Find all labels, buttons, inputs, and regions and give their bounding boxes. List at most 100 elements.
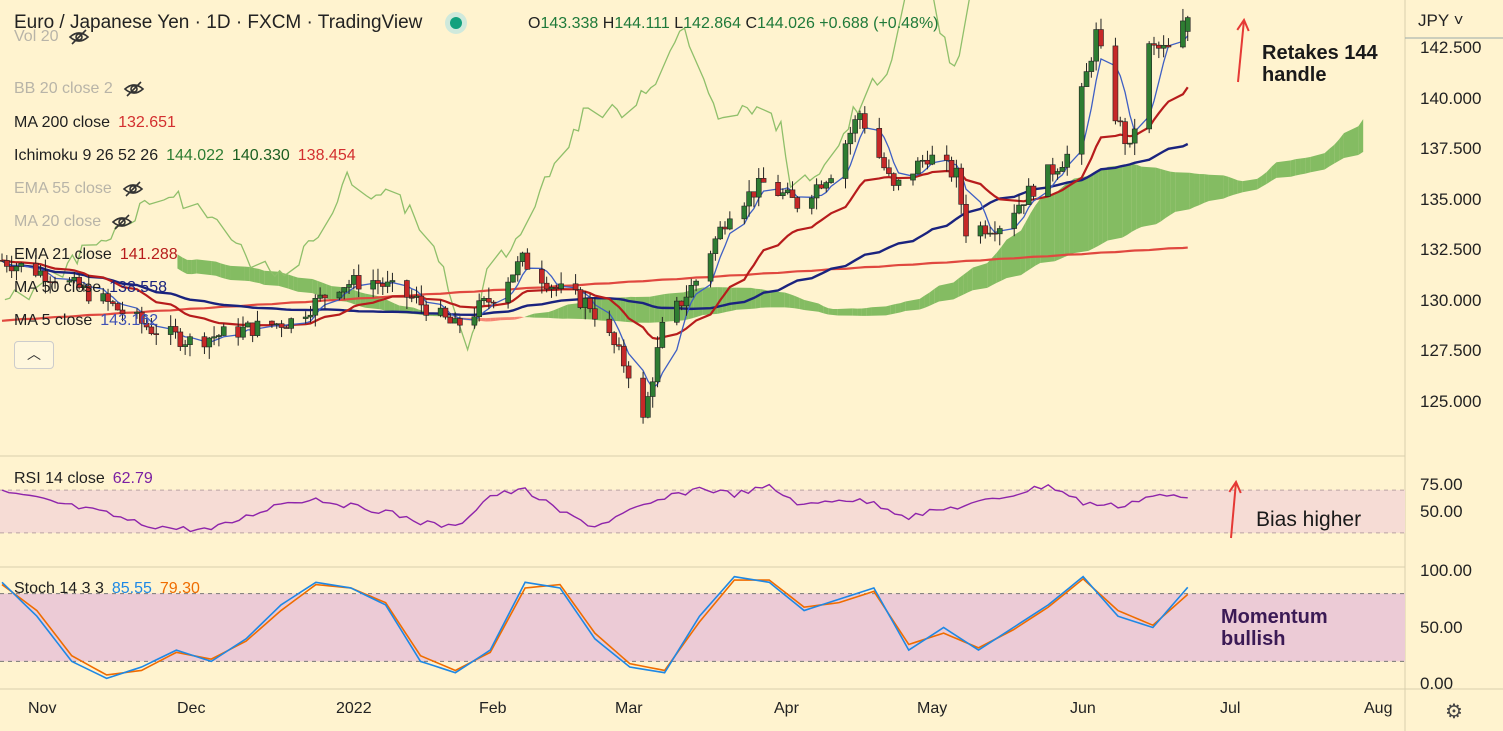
- legend-ema-55-close[interactable]: EMA 55 close: [14, 180, 144, 198]
- x-tick-label: Dec: [177, 700, 206, 717]
- stoch-tick-label: 50.00: [1420, 617, 1463, 637]
- candle-body: [375, 280, 381, 284]
- ichimoku-cloud-segment: [1261, 171, 1267, 187]
- hidden-eye-icon[interactable]: [123, 81, 145, 97]
- candle-body: [471, 316, 478, 326]
- candle-body: [1054, 171, 1061, 175]
- x-tick-label: Mar: [615, 700, 643, 717]
- candle-body: [307, 314, 314, 318]
- legend-ma-50-close[interactable]: MA 50 close 138.558: [14, 279, 167, 296]
- ichimoku-cloud-segment: [818, 303, 824, 314]
- candle-body: [1160, 45, 1167, 49]
- ichimoku-cloud-segment: [900, 301, 906, 313]
- legend-ma-20-close[interactable]: MA 20 close: [14, 213, 133, 231]
- candle-body: [177, 331, 184, 347]
- candle-body: [278, 323, 285, 328]
- ichimoku-cloud-segment: [1131, 163, 1137, 232]
- arrow-up-icon: [1228, 479, 1242, 494]
- legend-ma-200-close[interactable]: MA 200 close 132.651: [14, 114, 176, 131]
- rsi-legend: RSI 14 close 62.79: [14, 470, 153, 487]
- candle-body: [66, 280, 73, 283]
- x-tick-label: Aug: [1364, 700, 1393, 717]
- price-tick-label: 137.500: [1420, 139, 1482, 159]
- hidden-eye-icon[interactable]: [68, 29, 90, 45]
- legend-bb-20-close-2[interactable]: BB 20 close 2: [14, 80, 145, 98]
- candle-body: [963, 204, 969, 237]
- currency-selector[interactable]: JPY ˅: [1418, 11, 1464, 30]
- ichimoku-cloud-segment: [726, 287, 732, 312]
- candle-body: [1180, 20, 1186, 48]
- candle-body: [273, 323, 280, 326]
- candle-body: [336, 291, 343, 299]
- ichimoku-cloud-segment: [211, 261, 217, 276]
- candle-body: [240, 326, 246, 338]
- candle-body: [818, 184, 825, 189]
- candle-body: [442, 307, 449, 318]
- candle-body: [413, 295, 420, 298]
- settings-gear-icon[interactable]: ⚙: [1445, 701, 1463, 723]
- candle-body: [958, 167, 964, 205]
- legend-vol-20[interactable]: Vol 20: [14, 28, 90, 46]
- candle-body: [645, 396, 651, 418]
- ichimoku-cloud-segment: [177, 254, 183, 272]
- candle-body: [620, 345, 627, 367]
- candle-body: [1011, 212, 1018, 229]
- candle-body: [1117, 120, 1124, 123]
- stoch-band: [0, 593, 1405, 662]
- candle-body: [245, 322, 251, 328]
- ichimoku-cloud-segment: [654, 294, 660, 323]
- ichimoku-cloud-segment: [326, 284, 332, 301]
- candle-body: [211, 336, 217, 339]
- candle-body: [1112, 45, 1119, 122]
- ichimoku-cloud-segment: [958, 275, 964, 297]
- ichimoku-cloud-segment: [1030, 205, 1036, 269]
- ichimoku-cloud-segment: [1257, 175, 1262, 190]
- ichimoku-cloud-segment: [852, 308, 858, 316]
- candle-body: [182, 344, 188, 347]
- candle-body: [114, 303, 121, 311]
- legend-ichimoku-9-26-52-26[interactable]: Ichimoku 9 26 52 26 144.022 140.330 138.454: [14, 147, 356, 164]
- ichimoku-cloud-segment: [182, 257, 188, 274]
- candle-body: [206, 337, 213, 348]
- candle-body: [249, 322, 256, 336]
- candle-body: [37, 270, 44, 276]
- candle-body: [755, 178, 762, 198]
- ichimoku-cloud-segment: [620, 297, 626, 322]
- hidden-eye-icon[interactable]: [122, 181, 144, 197]
- candle-body: [558, 283, 564, 289]
- hidden-eye-icon[interactable]: [111, 214, 133, 230]
- candle-body: [418, 295, 425, 306]
- ichimoku-cloud-segment: [1155, 167, 1161, 225]
- ichimoku-cloud-segment: [596, 298, 602, 321]
- candle-body: [910, 173, 916, 181]
- candle-body: [789, 189, 796, 198]
- ichimoku-cloud-segment: [1329, 144, 1335, 167]
- ichimoku-cloud-segment: [895, 303, 901, 314]
- candle-body: [172, 326, 179, 333]
- candle-body: [408, 296, 415, 299]
- candle-body: [553, 287, 560, 289]
- candle-body: [1151, 43, 1157, 46]
- legend-ma-5-close[interactable]: MA 5 close 143.162: [14, 312, 159, 329]
- ma200-line: [1, 246, 1188, 322]
- candle-body: [895, 179, 902, 186]
- ichimoku-lagging-span: [4, 0, 970, 352]
- ichimoku-cloud-segment: [832, 308, 838, 316]
- candle-body: [915, 160, 921, 175]
- candle-body: [370, 280, 376, 290]
- ichimoku-cloud-segment: [794, 295, 800, 310]
- legend-ema-21-close[interactable]: EMA 21 close 141.288: [14, 246, 178, 263]
- ichimoku-cloud-segment: [1093, 171, 1099, 249]
- ichimoku-cloud-segment: [731, 287, 737, 311]
- candle-body: [852, 119, 858, 134]
- candle-body: [351, 275, 357, 285]
- collapse-legend-button[interactable]: ︿: [14, 341, 54, 369]
- ichimoku-cloud-segment: [293, 276, 298, 292]
- candle-body: [813, 184, 820, 199]
- candle-body: [85, 285, 92, 302]
- ichimoku-cloud-segment: [799, 297, 805, 310]
- candle-body: [187, 336, 193, 345]
- ichimoku-cloud-segment: [1107, 165, 1123, 241]
- candle-body: [481, 298, 487, 302]
